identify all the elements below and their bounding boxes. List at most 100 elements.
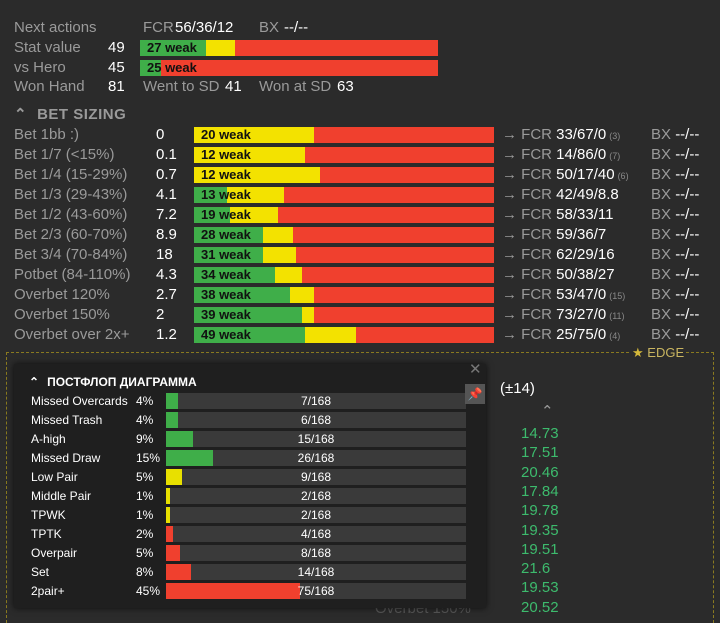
- edge-value: 21.6: [521, 560, 551, 578]
- hand-category-label: TPTK: [31, 527, 62, 541]
- hand-category-count: 15/168: [297, 432, 335, 446]
- hand-category-percent: 1%: [136, 508, 154, 522]
- bet-size-label: Bet 2/3 (60-70%): [14, 226, 128, 243]
- diagram-row: TPWK 1% 2/168: [31, 506, 471, 524]
- bet-sizing-row: Bet 1bb :) 0 20 weak → FCR 33/67/0 (3) BX --/…: [14, 125, 720, 145]
- fcr-value: 53/47/0: [556, 286, 607, 303]
- hand-category-percent: 2%: [136, 527, 154, 541]
- bet-size-bar: 28 weak: [194, 227, 494, 243]
- hand-category-percent: 45%: [136, 584, 161, 598]
- hand-category-bar: 2/168: [166, 488, 466, 504]
- bet-size-label: Bet 1/4 (15-29%): [14, 166, 128, 183]
- fcr-value: 33/67/0: [556, 126, 607, 143]
- bx-label: BX --/--: [651, 266, 700, 283]
- hand-category-count: 4/168: [300, 527, 332, 541]
- hand-category-bar: 7/168: [166, 393, 466, 409]
- bet-size-value: 18: [156, 246, 173, 263]
- hand-category-bar-fill: [166, 545, 181, 561]
- bet-size-bar-text: 12 weak: [201, 167, 251, 182]
- popup-header[interactable]: ⌃ ПОСТФЛОП ДИАГРАММА: [29, 375, 197, 389]
- diagram-row: Middle Pair 1% 2/168: [31, 487, 471, 505]
- hand-category-label: A-high: [31, 432, 66, 446]
- hand-category-percent: 9%: [136, 432, 154, 446]
- bet-size-bar-text: 31 weak: [201, 247, 251, 262]
- pin-icon[interactable]: 📌: [465, 384, 485, 404]
- hand-category-bar-fill: [166, 469, 183, 485]
- hand-category-bar: 14/168: [166, 564, 466, 580]
- chevron-up-icon[interactable]: ⌃: [541, 403, 554, 420]
- bet-size-label: Overbet 120%: [14, 286, 110, 303]
- hand-category-percent: 1%: [136, 489, 154, 503]
- hand-category-label: Missed Draw: [31, 451, 101, 465]
- edge-value: 17.51: [521, 444, 559, 462]
- bx-value: --/--: [675, 186, 700, 203]
- hand-category-count: 14/168: [297, 565, 335, 579]
- star-icon: ★: [632, 345, 644, 360]
- went-to-sd-value: 41: [225, 78, 242, 95]
- hand-category-bar: 15/168: [166, 431, 466, 447]
- bx-value: --/--: [675, 166, 700, 183]
- plus-minus-value: (±14): [500, 380, 535, 397]
- fcr-arrow-label: → FCR 62/29/16: [502, 246, 615, 263]
- hand-category-count: 2/168: [300, 489, 332, 503]
- bet-sizing-row: Overbet 120% 2.7 38 weak → FCR 53/47/0 (15) B…: [14, 285, 720, 305]
- bet-sizing-title: BET SIZING: [37, 106, 127, 123]
- bet-sizing-row: Overbet 150% 2 39 weak → FCR 73/27/0 (11) BX …: [14, 305, 720, 325]
- sample-count: (15): [609, 291, 626, 301]
- bx-value: --/--: [675, 266, 700, 283]
- bet-size-bar-text: 13 weak: [201, 187, 251, 202]
- hand-category-percent: 15%: [136, 451, 161, 465]
- won-hand-row: Won Hand 81 Went to SD 41 Won at SD 63: [14, 77, 354, 97]
- bet-size-bar-text: 34 weak: [201, 267, 251, 282]
- won-hand-number: 81: [108, 78, 125, 95]
- fcr-value: 14/86/0: [556, 146, 607, 163]
- bet-sizing-row: Bet 1/4 (15-29%) 0.7 12 weak → FCR 50/17/40…: [14, 165, 720, 185]
- sample-count: (6): [617, 171, 629, 181]
- bet-sizing-header[interactable]: ⌃ BET SIZING: [14, 105, 126, 123]
- fcr-arrow-label: → FCR 59/36/7: [502, 226, 607, 243]
- stat-value-number: 49: [108, 39, 125, 56]
- edge-header[interactable]: ★ EDGE: [630, 345, 687, 361]
- edge-value: 19.53: [521, 579, 559, 597]
- postflop-diagram-popup: ⌃ ПОСТФЛОП ДИАГРАММА Missed Overcards 4% 7/…: [14, 364, 486, 608]
- bet-size-bar-text: 28 weak: [201, 227, 251, 242]
- chevron-up-icon: ⌃: [14, 106, 28, 123]
- bet-sizing-row: Bet 1/7 (<15%) 0.1 12 weak → FCR 14/86/0 (7)…: [14, 145, 720, 165]
- bet-size-bar: 12 weak: [194, 147, 494, 163]
- hand-category-bar: 75/168: [166, 583, 466, 599]
- bet-size-label: Bet 1/2 (43-60%): [14, 206, 128, 223]
- hand-category-bar: 6/168: [166, 412, 466, 428]
- fcr-arrow-label: → FCR 42/49/8.8: [502, 186, 619, 203]
- bx-label: BX --/--: [651, 306, 700, 323]
- hand-category-count: 7/168: [300, 394, 332, 408]
- bx-value: --/--: [675, 286, 700, 303]
- bet-size-label: Bet 3/4 (70-84%): [14, 246, 128, 263]
- bet-size-value: 1.2: [156, 326, 177, 343]
- stat-value-row: Stat value 49 27 weak: [14, 38, 444, 58]
- bet-size-bar: 31 weak: [194, 247, 494, 263]
- bet-size-bar-text: 19 weak: [201, 207, 251, 222]
- hand-category-bar-fill: [166, 393, 178, 409]
- fcr-value: 59/36/7: [556, 226, 607, 243]
- stat-value-label: Stat value: [14, 39, 81, 56]
- fcr-arrow-label: → FCR 53/47/0 (15): [502, 286, 626, 303]
- bet-size-bar: 19 weak: [194, 207, 494, 223]
- hand-category-label: Low Pair: [31, 470, 78, 484]
- fcr-arrow-label: → FCR 73/27/0 (11): [502, 306, 625, 323]
- hand-category-percent: 8%: [136, 565, 154, 579]
- close-icon[interactable]: ✕: [469, 361, 482, 378]
- hand-category-bar: 2/168: [166, 507, 466, 523]
- hand-category-count: 26/168: [297, 451, 335, 465]
- bx-value: --/--: [675, 126, 700, 143]
- bx-label: BX --/--: [651, 146, 700, 163]
- bx-value: --/--: [675, 146, 700, 163]
- vs-hero-bar-text: 25 weak: [147, 60, 197, 75]
- hand-category-bar-fill: [166, 564, 191, 580]
- diagram-row: TPTK 2% 4/168: [31, 525, 471, 543]
- fcr-label: FCR: [143, 19, 174, 36]
- stat-value-bar-text: 27 weak: [147, 40, 197, 55]
- sample-count: (7): [609, 151, 621, 161]
- hand-category-bar-fill: [166, 583, 300, 599]
- edge-value: 20.46: [521, 463, 559, 481]
- bet-size-bar: 38 weak: [194, 287, 494, 303]
